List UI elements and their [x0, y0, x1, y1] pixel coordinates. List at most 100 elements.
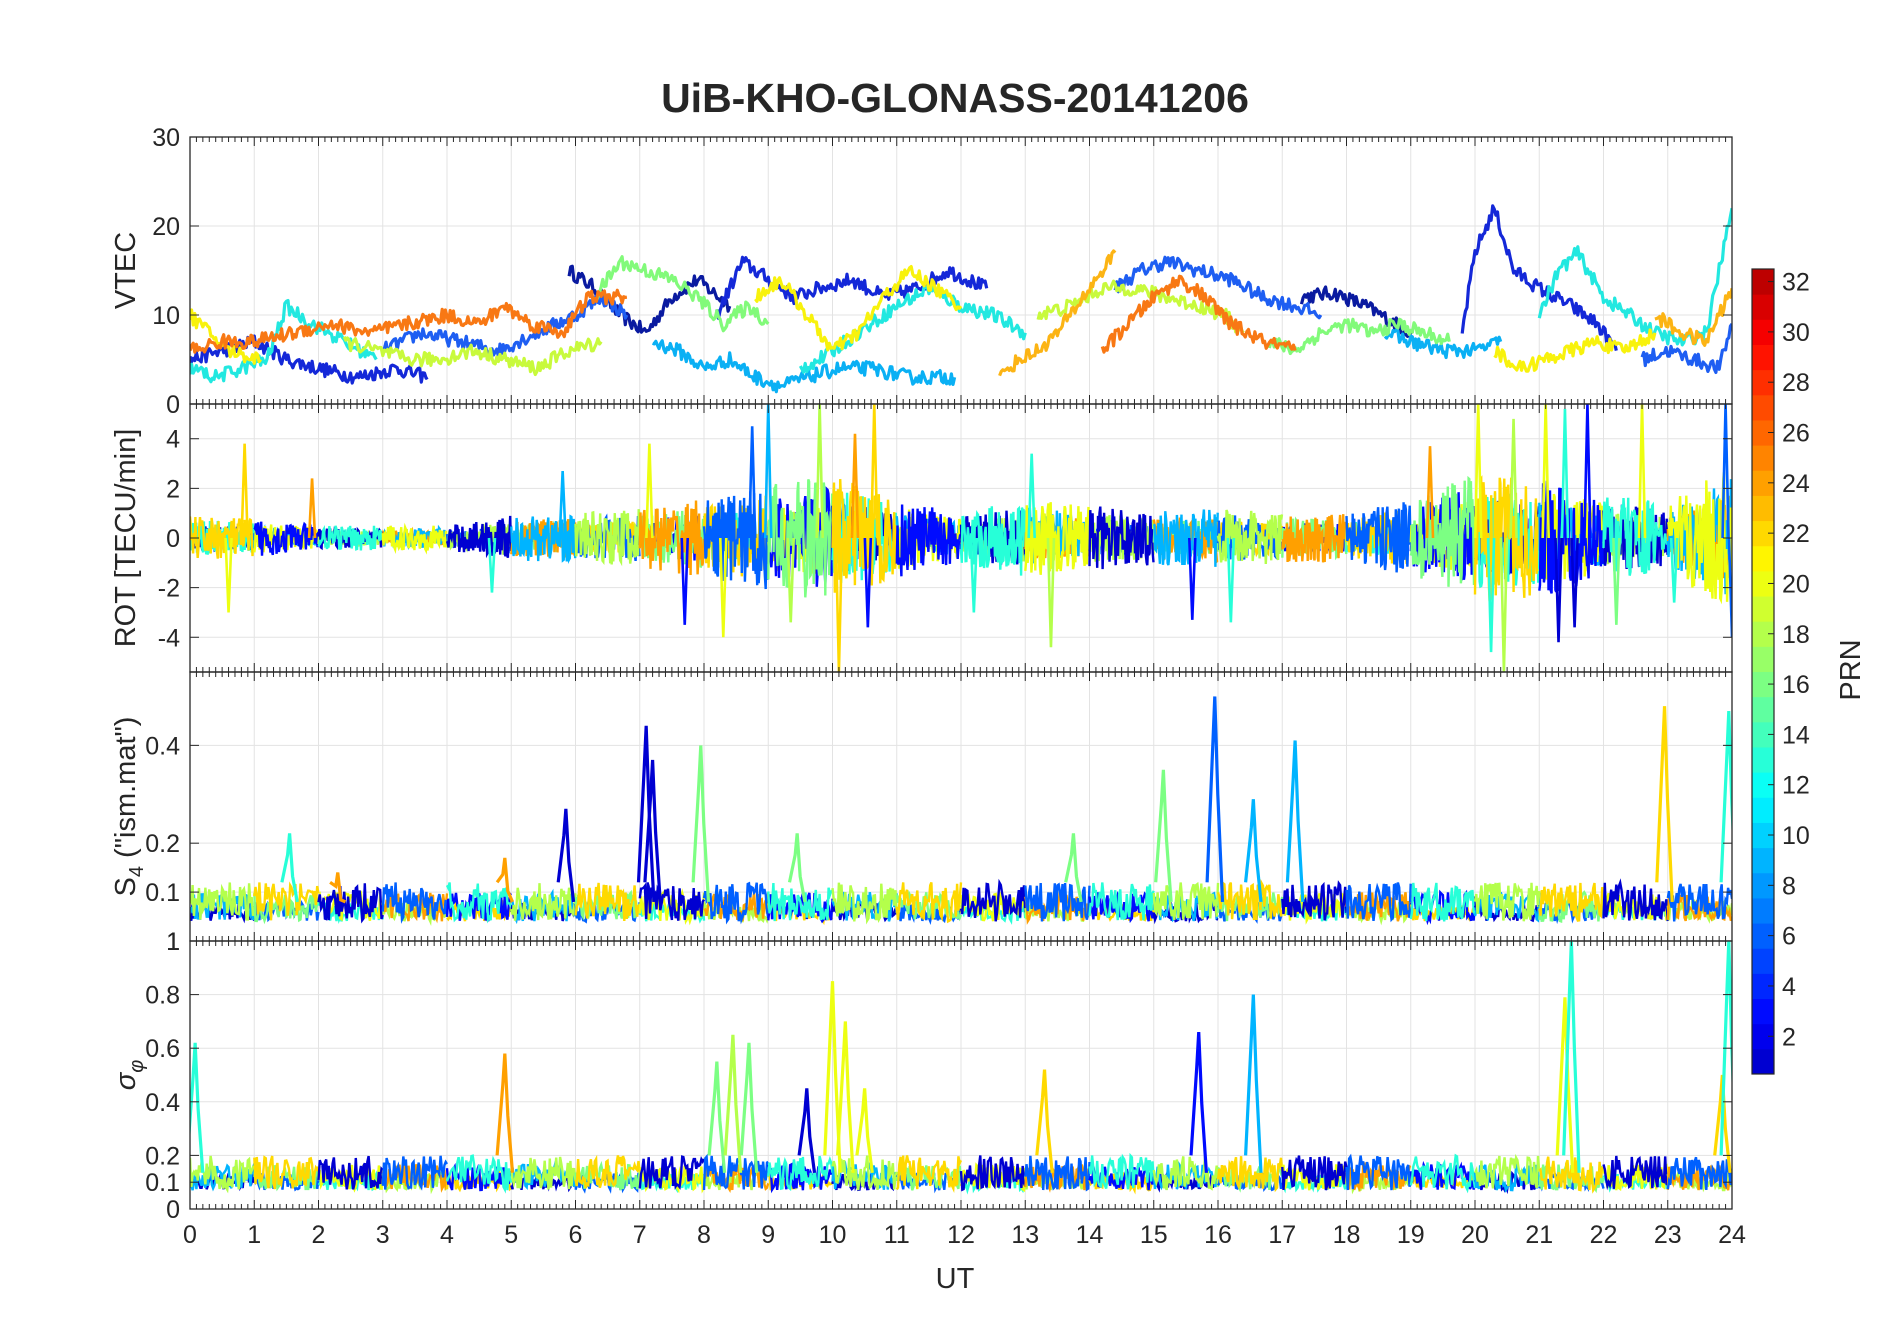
x-tick-label: 4	[440, 1221, 454, 1249]
colorbar-swatch	[1752, 696, 1774, 723]
vtec-series-prn-13	[798, 284, 1027, 374]
x-tick-label: 16	[1204, 1221, 1232, 1249]
x-tick-label: 11	[884, 1221, 910, 1249]
baseline-series	[767, 1155, 834, 1191]
baseline-series	[895, 1155, 963, 1194]
y-tick-label: 10	[152, 302, 180, 330]
x-axis-label: UT	[936, 1263, 975, 1295]
spike-prn-24	[495, 857, 514, 903]
spike-prn-9	[1244, 994, 1263, 1173]
spike-prn-16	[1064, 833, 1083, 903]
rot-spike	[786, 537, 796, 623]
rot-series	[1538, 480, 1605, 594]
spike-prn-20	[855, 1088, 874, 1174]
y-tick-label: -2	[158, 575, 180, 603]
rot-spike	[680, 537, 690, 625]
spike-prn-1	[636, 725, 656, 902]
rot-series	[190, 516, 256, 559]
baseline-series	[190, 1155, 255, 1194]
y-tick-label: 0	[166, 391, 180, 419]
vtec-series-prn-3	[1460, 204, 1618, 351]
baseline-series	[1024, 882, 1091, 922]
vtec-series-prn-20	[1493, 328, 1657, 373]
baseline-series	[253, 881, 320, 921]
y-tick-label: 4	[166, 426, 180, 454]
baseline-series	[574, 882, 641, 921]
colorbar-swatch	[1752, 872, 1774, 899]
rot-spike	[850, 433, 860, 539]
spike-prn-22	[1035, 1069, 1054, 1173]
rot-spike	[1027, 453, 1036, 539]
panel-1: 0 10 20 30 VTEC	[110, 124, 1733, 419]
colorbar-tick-label: 8	[1782, 872, 1796, 900]
colorbar-swatch	[1752, 570, 1774, 597]
colorbar-swatch	[1752, 671, 1774, 698]
rot-spike	[1721, 404, 1730, 539]
baseline-series	[1602, 1155, 1669, 1191]
colorbar-swatch	[1752, 1048, 1774, 1075]
rot-spike	[1637, 404, 1647, 539]
rot-spike	[1226, 537, 1236, 623]
panel-2: -4 -2 0 2 4 ROT [TECU/min]	[110, 403, 1733, 673]
rot-series	[1024, 502, 1091, 575]
baseline-series	[1024, 1155, 1091, 1192]
vtec-series-prn-16	[1267, 317, 1451, 356]
colorbar-swatch	[1752, 772, 1774, 798]
rot-spike	[815, 404, 824, 539]
vtec-series-prn-6	[1640, 322, 1732, 374]
colorbar-swatch	[1752, 948, 1774, 974]
vtec-series-prn-18	[1036, 279, 1245, 334]
baseline-series	[381, 1155, 449, 1191]
rot-series	[1473, 475, 1541, 602]
baseline-series	[510, 1156, 577, 1190]
vtec-series-prn-22	[1654, 288, 1732, 347]
rot-series	[1345, 502, 1412, 573]
spike-prn-13	[1562, 941, 1581, 1173]
rot-spike	[1669, 537, 1679, 603]
x-tick-label: 22	[1590, 1221, 1618, 1249]
baseline-series	[959, 878, 1027, 922]
baseline-series	[445, 882, 513, 924]
rot-spike	[240, 443, 249, 539]
vtec-series-prn-24	[190, 288, 628, 354]
rot-spike	[1570, 537, 1579, 628]
colorbar-label: PRN	[1835, 639, 1867, 700]
vtec-series-prn-3	[715, 255, 989, 320]
y-tick-label: 0	[166, 1196, 180, 1224]
y-tick-label: 0.4	[145, 732, 180, 760]
x-tick-label: 19	[1397, 1221, 1425, 1249]
rot-spike	[1554, 537, 1563, 643]
baseline-series	[831, 1155, 898, 1191]
vtec-series-prn-18	[342, 336, 603, 377]
colorbar-tick-label: 2	[1782, 1023, 1796, 1051]
spike-prn-16	[691, 745, 711, 902]
colorbar-swatch	[1752, 847, 1774, 874]
rot-spike	[863, 537, 873, 628]
colorbar-swatch	[1752, 897, 1774, 924]
baseline-series	[1088, 1152, 1155, 1190]
rot-series	[895, 504, 962, 577]
spike-prn-20	[836, 1021, 855, 1173]
rot-spike	[1541, 404, 1550, 539]
y-tick-label: 20	[152, 213, 180, 241]
y-tick-label: 0.1	[145, 879, 180, 907]
rot-spike	[307, 478, 317, 539]
baseline-series	[638, 882, 706, 921]
colorbar-tick-label: 20	[1782, 570, 1810, 598]
rot-series	[253, 521, 320, 556]
colorbar-swatch	[1752, 369, 1774, 396]
x-tick-label: 13	[1011, 1221, 1039, 1249]
colorbar-swatch	[1752, 269, 1774, 295]
baseline-series	[1666, 1156, 1732, 1191]
x-tick-label: 5	[504, 1221, 518, 1249]
y-tick-label: 0.8	[145, 982, 180, 1010]
y-tick-label: 0.2	[145, 1142, 180, 1170]
panel-data	[190, 696, 1732, 927]
baseline-series	[1088, 882, 1155, 921]
spike-prn-1	[643, 759, 662, 903]
colorbar-tick-label: 18	[1782, 621, 1810, 649]
